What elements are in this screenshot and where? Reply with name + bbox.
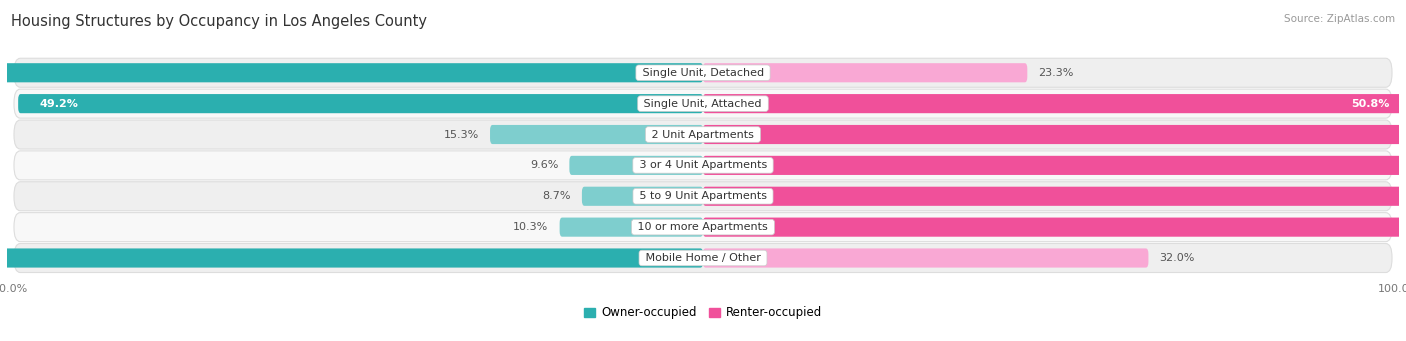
Text: Source: ZipAtlas.com: Source: ZipAtlas.com [1284, 14, 1395, 24]
Text: 23.3%: 23.3% [1039, 68, 1074, 78]
FancyBboxPatch shape [14, 182, 1392, 211]
Text: 32.0%: 32.0% [1160, 253, 1195, 263]
Text: 8.7%: 8.7% [543, 191, 571, 201]
FancyBboxPatch shape [0, 63, 703, 82]
Text: 10 or more Apartments: 10 or more Apartments [634, 222, 772, 232]
FancyBboxPatch shape [560, 218, 703, 237]
FancyBboxPatch shape [582, 187, 703, 206]
Text: 50.8%: 50.8% [1351, 99, 1389, 109]
FancyBboxPatch shape [703, 125, 1406, 144]
FancyBboxPatch shape [0, 249, 703, 268]
FancyBboxPatch shape [14, 120, 1392, 149]
Text: 15.3%: 15.3% [444, 130, 479, 139]
Text: 49.2%: 49.2% [39, 99, 77, 109]
FancyBboxPatch shape [703, 63, 1028, 82]
FancyBboxPatch shape [14, 213, 1392, 242]
FancyBboxPatch shape [14, 89, 1392, 118]
FancyBboxPatch shape [569, 156, 703, 175]
FancyBboxPatch shape [703, 249, 1149, 268]
FancyBboxPatch shape [14, 243, 1392, 272]
Text: 10.3%: 10.3% [513, 222, 548, 232]
FancyBboxPatch shape [14, 151, 1392, 180]
Text: 2 Unit Apartments: 2 Unit Apartments [648, 130, 758, 139]
Text: 9.6%: 9.6% [530, 160, 558, 170]
FancyBboxPatch shape [703, 187, 1406, 206]
Text: Housing Structures by Occupancy in Los Angeles County: Housing Structures by Occupancy in Los A… [11, 14, 427, 29]
FancyBboxPatch shape [703, 156, 1406, 175]
Text: 3 or 4 Unit Apartments: 3 or 4 Unit Apartments [636, 160, 770, 170]
Text: Single Unit, Detached: Single Unit, Detached [638, 68, 768, 78]
FancyBboxPatch shape [491, 125, 703, 144]
Text: Mobile Home / Other: Mobile Home / Other [641, 253, 765, 263]
Text: 5 to 9 Unit Apartments: 5 to 9 Unit Apartments [636, 191, 770, 201]
Legend: Owner-occupied, Renter-occupied: Owner-occupied, Renter-occupied [579, 301, 827, 324]
FancyBboxPatch shape [18, 94, 703, 113]
FancyBboxPatch shape [14, 58, 1392, 87]
Text: Single Unit, Attached: Single Unit, Attached [641, 99, 765, 109]
FancyBboxPatch shape [703, 94, 1406, 113]
FancyBboxPatch shape [703, 218, 1406, 237]
